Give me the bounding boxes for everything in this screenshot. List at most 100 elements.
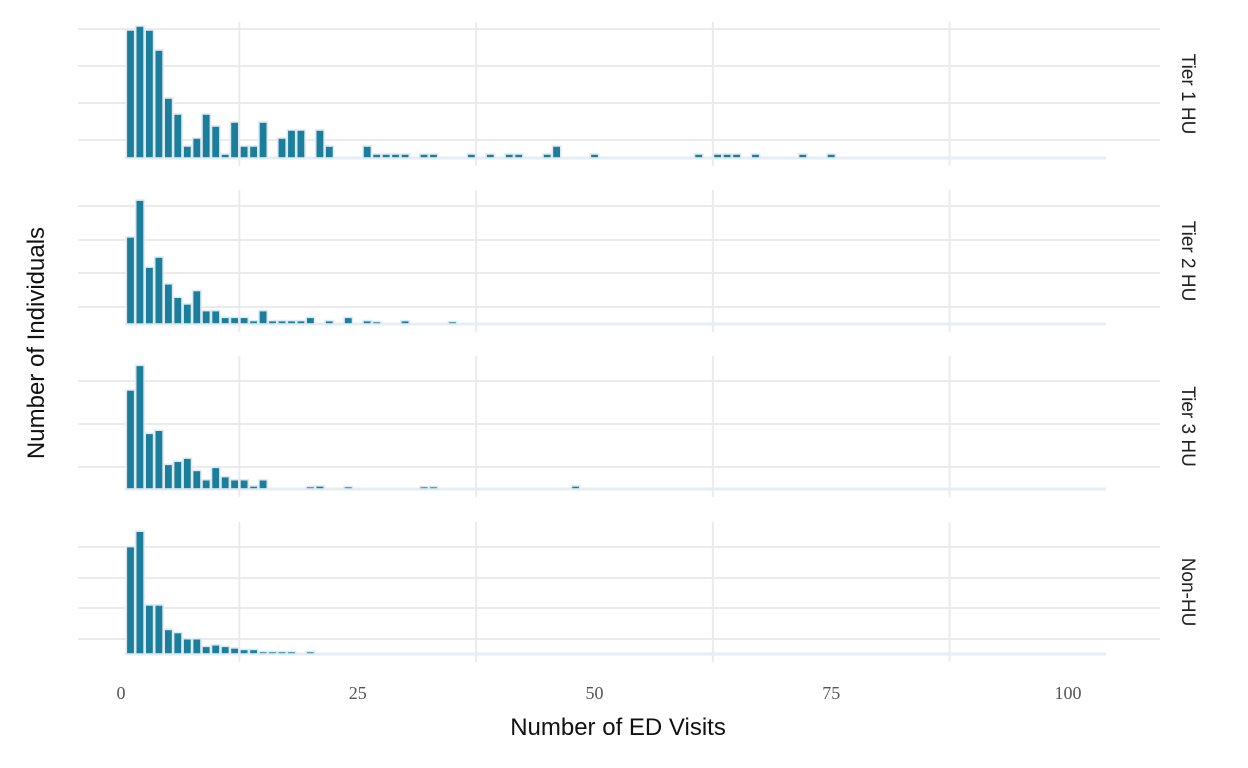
histogram-bar: [314, 129, 325, 159]
histogram-bar: [134, 25, 145, 159]
histogram-bar: [286, 650, 297, 655]
histogram-bar: [542, 153, 553, 159]
panel-1: Tier 1 HU: [78, 22, 1198, 166]
facet-strip-label: Tier 1 HU: [1177, 54, 1198, 135]
histogram-bar: [826, 153, 837, 159]
histogram-bar: [229, 647, 240, 655]
histogram-bar: [400, 319, 411, 325]
histogram-bar: [172, 113, 183, 159]
x-tick-label: 25: [349, 683, 367, 703]
histogram-bar: [182, 457, 193, 490]
panel-2: Tier 2 HU: [78, 190, 1198, 332]
histogram-bar: [153, 256, 164, 325]
histogram-bar: [371, 320, 382, 325]
histogram-bar: [371, 153, 382, 159]
histogram-bar: [125, 236, 136, 325]
facet-strip-label: Tier 3 HU: [1177, 386, 1198, 467]
histogram-bar: [191, 289, 202, 325]
histogram-bar: [722, 153, 733, 159]
histogram-bar: [229, 121, 240, 159]
histogram-bar: [239, 145, 250, 159]
histogram-bar: [731, 153, 742, 159]
histogram-bar: [418, 485, 429, 490]
histogram-bar: [239, 648, 250, 655]
histogram-bar: [258, 650, 269, 655]
histogram-bar: [797, 153, 808, 159]
facet-strip-label: Tier 2 HU: [1177, 221, 1198, 302]
histogram-bar: [693, 153, 704, 159]
histogram-bar: [172, 296, 183, 325]
panel-3: Tier 3 HU: [78, 356, 1198, 497]
histogram-bar: [144, 604, 155, 655]
histogram-bar: [400, 153, 411, 159]
histogram-bar: [258, 309, 269, 325]
x-axis-ticks: 0 25 50 75 100: [117, 683, 1082, 703]
histogram-bar: [276, 319, 287, 325]
histogram-bar: [220, 645, 231, 655]
x-tick-label: 75: [822, 683, 840, 703]
histogram-bar: [381, 153, 392, 159]
histogram-bar: [182, 303, 193, 325]
histogram-bar: [210, 643, 221, 655]
histogram-bar: [589, 153, 600, 159]
histogram-bar: [276, 137, 287, 159]
histogram-bar: [248, 648, 259, 655]
histogram-bar: [362, 319, 373, 325]
histogram-bar: [134, 199, 145, 325]
histogram-bar: [182, 637, 193, 655]
histogram-bar: [267, 650, 278, 655]
histogram-bar: [418, 153, 429, 159]
histogram-baseline: [125, 487, 1106, 491]
histogram-bar: [286, 319, 297, 325]
histogram-baseline: [125, 156, 1106, 160]
histogram-baseline: [125, 322, 1106, 326]
histogram-bar: [314, 485, 325, 490]
histogram-bar: [750, 153, 761, 159]
histogram-bar: [239, 316, 250, 325]
histogram-bar: [134, 364, 145, 490]
panel-4: Non-HU: [78, 522, 1198, 662]
histogram-bar: [447, 320, 458, 325]
histogram-bar: [258, 121, 269, 159]
histogram-bar: [163, 97, 174, 159]
histogram-bar: [220, 316, 231, 325]
histogram-bar: [466, 153, 477, 159]
histogram-bar: [343, 316, 354, 325]
histogram-bar: [229, 316, 240, 325]
histogram-bar: [239, 478, 250, 490]
histogram-bar: [229, 478, 240, 490]
panels: Tier 1 HU Tier 2 HU Tier 3 HU Non-HU: [78, 22, 1198, 662]
histogram-bar: [210, 125, 221, 159]
histogram-bar: [201, 309, 212, 325]
histogram-bar: [125, 29, 136, 159]
histogram-bar: [210, 309, 221, 325]
histogram-bar: [125, 545, 136, 655]
histogram-bar: [134, 530, 145, 655]
histogram-bar: [191, 137, 202, 159]
histogram-bar: [305, 316, 316, 325]
histogram-bar: [153, 604, 164, 655]
histogram-bar: [172, 631, 183, 655]
histogram-bar: [305, 650, 316, 655]
histogram-bar: [485, 153, 496, 159]
x-tick-label: 50: [586, 683, 604, 703]
histogram-bar: [201, 113, 212, 159]
histogram-bar: [201, 645, 212, 655]
histogram-bar: [172, 460, 183, 490]
histogram-bar: [324, 319, 335, 325]
histogram-bar: [248, 485, 259, 490]
histogram-bar: [153, 429, 164, 490]
x-axis-title: Number of ED Visits: [510, 714, 726, 741]
histogram-bar: [305, 485, 316, 490]
histogram-bar: [390, 153, 401, 159]
histogram-bar: [504, 153, 515, 159]
histogram-bar: [220, 153, 231, 159]
histogram-bar: [163, 282, 174, 325]
histogram-bar: [248, 145, 259, 159]
histogram-bar: [163, 463, 174, 490]
histogram-bar: [570, 485, 581, 490]
histogram-bar: [258, 478, 269, 490]
histogram-bar: [182, 145, 193, 159]
histogram-bar: [210, 466, 221, 490]
histogram-bar: [144, 432, 155, 490]
